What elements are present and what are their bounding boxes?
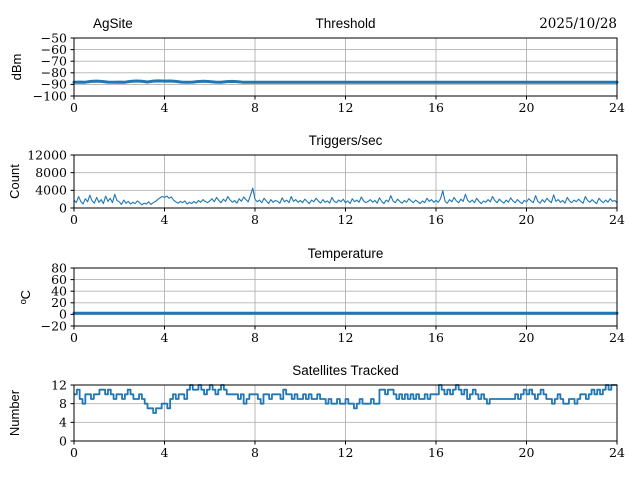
- site-name-label: AgSite: [93, 16, 133, 31]
- y-tick-label: 0: [59, 307, 67, 322]
- series-threshold_dbm: [72, 79, 619, 84]
- x-tick-label: 16: [428, 100, 444, 115]
- y-tick-label: 4: [59, 415, 67, 430]
- date-label: 2025/10/28: [539, 16, 617, 32]
- series-triggers_per_sec: [73, 187, 618, 206]
- panel-title-temperature: Temperature: [308, 246, 384, 261]
- x-tick-label: 4: [161, 445, 169, 460]
- x-tick-label: 12: [338, 100, 354, 115]
- y-tick-label: −50: [41, 30, 67, 45]
- series-satellites_tracked: [74, 384, 617, 414]
- y-tick-label: 12000: [27, 147, 67, 162]
- y-tick-label: −20: [41, 318, 67, 333]
- x-tick-label: 16: [428, 212, 444, 227]
- y-tick-label: 12: [51, 377, 67, 392]
- y-tick-label: 8000: [35, 165, 67, 180]
- y-tick-label: 4000: [35, 183, 67, 198]
- x-tick-label: 0: [70, 330, 78, 345]
- y-tick-label: 40: [51, 284, 67, 299]
- y-tick-label: 80: [51, 260, 67, 275]
- x-tick-label: 12: [338, 330, 354, 345]
- x-tick-label: 16: [428, 330, 444, 345]
- x-tick-label: 0: [70, 445, 78, 460]
- y-axis-label-satellites-tracked: Number: [7, 389, 22, 436]
- panel-triggers-sec: 0 4 8 12 16 20 2404000800012000Triggers/secCou…: [7, 133, 625, 227]
- y-tick-label: 8: [59, 396, 67, 411]
- x-tick-label: 4: [161, 100, 169, 115]
- y-tick-label: 20: [51, 295, 67, 310]
- x-tick-label: 8: [251, 212, 259, 227]
- x-tick-label: 12: [338, 212, 354, 227]
- x-tick-label: 16: [428, 445, 444, 460]
- y-tick-label: −70: [41, 54, 67, 69]
- y-tick-label: 0: [59, 200, 67, 215]
- x-tick-label: 8: [251, 445, 259, 460]
- y-tick-label: −80: [41, 65, 67, 80]
- y-tick-label: −100: [33, 88, 67, 103]
- y-tick-label: 0: [59, 433, 67, 448]
- panel-title-triggers-sec: Triggers/sec: [309, 133, 383, 148]
- x-tick-label: 24: [609, 445, 625, 460]
- panel-title-satellites-tracked: Satellites Tracked: [292, 363, 399, 378]
- x-tick-label: 8: [251, 330, 259, 345]
- x-tick-label: 20: [519, 100, 535, 115]
- y-axis-label-triggers-sec: Count: [7, 164, 22, 199]
- x-tick-label: 20: [519, 445, 535, 460]
- y-axis-label-threshold: dBm: [9, 54, 24, 81]
- x-tick-label: 24: [609, 212, 625, 227]
- x-tick-label: 4: [161, 212, 169, 227]
- panel-title-threshold: Threshold: [315, 16, 375, 31]
- y-tick-label: −90: [41, 77, 67, 92]
- x-tick-label: 0: [70, 212, 78, 227]
- x-tick-label: 24: [609, 100, 625, 115]
- panel-threshold: 0 4 8 12 16 20 24 −100−90−80−70−60−50 Threshold A…: [9, 16, 625, 115]
- y-axis-label-temperature: ºC: [18, 290, 33, 304]
- x-tick-label: 4: [161, 330, 169, 345]
- x-tick-label: 24: [609, 330, 625, 345]
- y-tick-label: 60: [51, 272, 67, 287]
- y-tick-label: −60: [41, 42, 67, 57]
- x-tick-label: 0: [70, 100, 78, 115]
- x-tick-label: 20: [519, 212, 535, 227]
- x-tick-label: 12: [338, 445, 354, 460]
- x-tick-label: 8: [251, 100, 259, 115]
- x-tick-label: 20: [519, 330, 535, 345]
